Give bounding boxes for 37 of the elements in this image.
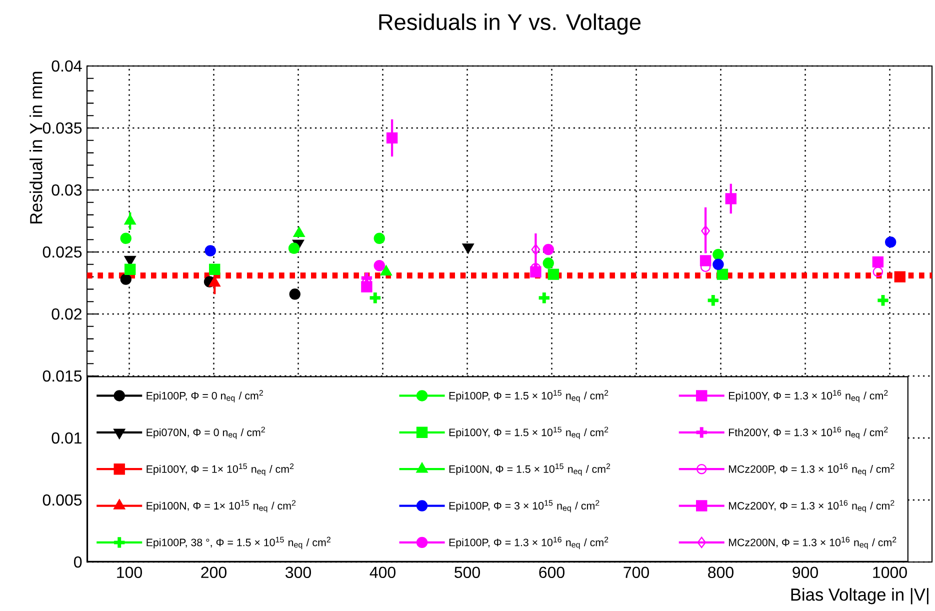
legend-label: Epi100N, Φ = 1× 10$^{15}$ n$_{eq}$ / cm$^{2}$: [146, 500, 296, 512]
legend-label: Epi100P, Φ = 0 n$_{eq}$ / cm$^{2}$: [146, 390, 263, 402]
y-tick-label: 0.015: [42, 370, 82, 382]
y-tick-label: 0.035: [42, 122, 82, 134]
y-tick-label: 0: [74, 556, 82, 568]
legend-label: Epi100Y, Φ = 1× 10$^{15}$ n$_{eq}$ / cm$^{2}$: [146, 463, 294, 476]
legend-label: Epi100P, Φ = 1.5 × 10$^{15}$ n$_{eq}$ / cm$^{2}$: [449, 390, 608, 402]
legend-label: MCz200Y, Φ = 1.3 × 10$^{16}$ n$_{eq}$ / cm$^{2}$: [728, 500, 894, 512]
legend-label: MCz200N, Φ = 1.3 × 10$^{16}$ n$_{eq}$ / cm$^{2}$: [728, 536, 896, 550]
y-axis-title: Residual in Y in mm: [30, 72, 42, 224]
legend-label: Epi100P, Φ = 1.3 × 10$^{16}$ n$_{eq}$ / cm$^{2}$: [449, 536, 608, 550]
x-tick-label: 900: [792, 566, 818, 578]
x-tick-label: 200: [201, 566, 226, 578]
y-tick-label: 0.03: [52, 184, 82, 196]
legend-label: Epi070N, Φ = 0 n$_{eq}$ / cm$^{2}$: [146, 426, 265, 440]
y-tick-label: 0.01: [52, 432, 82, 444]
x-tick-label: 300: [286, 566, 311, 578]
chart-title: Residuals in Y vs. Voltage: [379, 14, 641, 35]
x-axis-title: Bias Voltage in |V|: [791, 588, 928, 604]
x-tick-label: 400: [370, 566, 396, 578]
y-tick-label: 0.02: [52, 308, 82, 320]
legend-label: MCz200P, Φ = 1.3 × 10$^{16}$ n$_{eq}$ / cm$^{2}$: [728, 463, 894, 476]
legend-label: Epi100P, 38 °, Φ = 1.5 × 10$^{15}$ n$_{eq}$ / cm$^{2}$: [146, 536, 330, 550]
legend-label: Epi100P, Φ = 3 × 10$^{15}$ n$_{eq}$ / cm$^{2}$: [449, 500, 600, 512]
x-tick-label: 500: [454, 566, 480, 578]
x-tick-label: 800: [708, 566, 734, 578]
y-tick-label: 0.025: [42, 246, 82, 258]
x-tick-label: 700: [624, 566, 649, 578]
y-tick-label: 0.04: [52, 60, 82, 72]
legend-label: Epi100N, Φ = 1.5 × 10$^{15}$ n$_{eq}$ / cm$^{2}$: [449, 463, 610, 476]
legend-label: Fth200Y, Φ = 1.3 × 10$^{16}$ n$_{eq}$ / cm$^{2}$: [728, 426, 888, 440]
y-tick-label: 0.005: [42, 494, 82, 506]
legend-label: Epi100Y, Φ = 1.5 × 10$^{15}$ n$_{eq}$ / cm$^{2}$: [449, 426, 608, 440]
x-tick-label: 100: [117, 566, 142, 578]
x-tick-label: 1000: [873, 566, 907, 578]
legend-label: Epi100Y, Φ = 1.3 × 10$^{16}$ n$_{eq}$ / cm$^{2}$: [728, 390, 888, 402]
x-tick-label: 600: [539, 566, 564, 578]
